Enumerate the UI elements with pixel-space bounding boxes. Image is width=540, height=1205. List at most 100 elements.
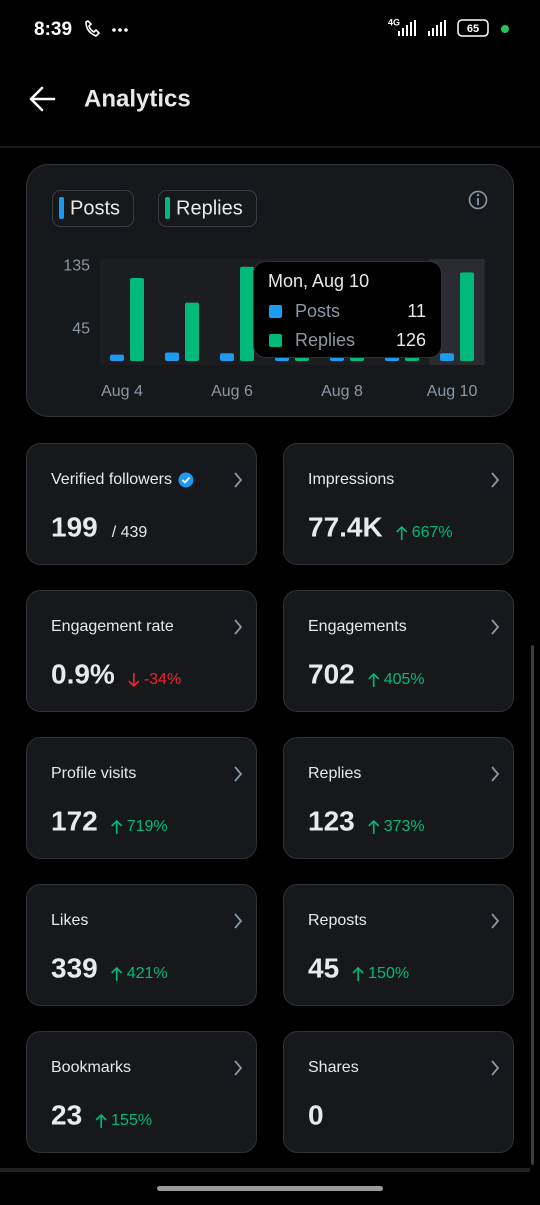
card-label: Impressions xyxy=(308,471,394,488)
more-icon xyxy=(112,28,128,32)
card-total: / 439 xyxy=(112,524,148,541)
card-value: 172 xyxy=(51,805,98,836)
card-label: Engagements xyxy=(308,618,407,635)
legend-swatch xyxy=(165,197,170,219)
tooltip-value: 126 xyxy=(396,330,426,350)
page-title: Analytics xyxy=(84,85,191,112)
chevron xyxy=(234,913,243,929)
card-value: 0.9% xyxy=(51,658,115,689)
card-value: 199 xyxy=(51,511,98,542)
card-change: 373% xyxy=(384,818,425,835)
stat-grid: Verified followers 199 / 439 Impressions 77.… xyxy=(26,443,514,1153)
tooltip-swatch xyxy=(269,334,282,347)
bottom-edge xyxy=(0,1168,530,1172)
y-tick-label: 45 xyxy=(72,321,90,338)
battery-level: 65 xyxy=(467,23,479,35)
chevron xyxy=(234,472,243,488)
signal-icons xyxy=(398,20,446,36)
stat-card[interactable] xyxy=(283,737,514,859)
card-value: 0 xyxy=(308,1099,324,1130)
trend-arrow xyxy=(368,672,380,687)
chevron xyxy=(234,1060,243,1076)
tooltip-swatch xyxy=(269,305,282,318)
legend-swatch xyxy=(59,197,64,219)
chevron xyxy=(491,472,500,488)
tooltip-label: Replies xyxy=(295,330,355,350)
card-change: 405% xyxy=(384,671,425,688)
info-icon[interactable] xyxy=(468,190,488,210)
card-label: Likes xyxy=(51,912,88,929)
x-tick-label: Aug 6 xyxy=(211,383,253,400)
x-tick-label: Aug 4 xyxy=(101,383,143,400)
card-value: 45 xyxy=(308,952,339,983)
stat-card[interactable] xyxy=(283,443,514,565)
card-change: 155% xyxy=(111,1112,152,1129)
legend-item[interactable] xyxy=(52,190,134,227)
card-label: Bookmarks xyxy=(51,1059,131,1076)
chevron xyxy=(491,619,500,635)
stat-card[interactable] xyxy=(283,590,514,712)
status-dot xyxy=(501,25,509,33)
trend-arrow xyxy=(352,966,364,981)
legend-label: Replies xyxy=(176,197,243,219)
bar xyxy=(165,352,179,361)
bar xyxy=(440,353,454,361)
chevron xyxy=(234,766,243,782)
bar xyxy=(110,354,124,361)
stat-card[interactable] xyxy=(283,1031,514,1153)
bar xyxy=(460,272,474,361)
card-value: 23 xyxy=(51,1099,82,1130)
network-type: 4G xyxy=(388,17,400,27)
card-label: Verified followers xyxy=(51,471,172,488)
card-value: 702 xyxy=(308,658,355,689)
trend-arrow xyxy=(95,1113,107,1128)
card-change: 421% xyxy=(127,965,168,982)
status-time: 8:39 xyxy=(34,19,72,40)
call-icon xyxy=(85,20,101,37)
chart: Posts Replies 45 135 Aug 4 Aug 6 Aug 8 Aug 10 Mo… xyxy=(52,190,486,400)
verified-badge xyxy=(178,472,194,488)
trend-arrow xyxy=(111,819,123,834)
card-value: 339 xyxy=(51,952,98,983)
stat-card[interactable] xyxy=(26,443,257,565)
home-indicator[interactable] xyxy=(157,1186,383,1191)
legend-item[interactable] xyxy=(158,190,257,227)
battery-icon xyxy=(457,19,489,37)
trend-arrow xyxy=(396,525,408,540)
chevron xyxy=(491,766,500,782)
legend-label: Posts xyxy=(70,197,120,219)
x-tick-label: Aug 10 xyxy=(427,383,478,400)
stat-card[interactable] xyxy=(26,884,257,1006)
x-tick-label: Aug 8 xyxy=(321,383,363,400)
card-change: -34% xyxy=(144,671,181,688)
card-change: 719% xyxy=(127,818,168,835)
chevron xyxy=(234,619,243,635)
bar xyxy=(185,302,199,361)
chevron xyxy=(491,1060,500,1076)
trend-arrow xyxy=(111,966,123,981)
stat-card[interactable] xyxy=(26,1031,257,1153)
y-tick-label: 135 xyxy=(63,257,90,274)
tooltip-value: 11 xyxy=(407,301,426,321)
card-value: 123 xyxy=(308,805,355,836)
stat-card[interactable] xyxy=(26,737,257,859)
card-label: Shares xyxy=(308,1059,359,1076)
chevron xyxy=(491,913,500,929)
scrollbar xyxy=(531,645,534,1165)
tooltip-label: Posts xyxy=(295,301,340,321)
card-label: Profile visits xyxy=(51,765,136,782)
verified-check xyxy=(181,476,191,484)
bar xyxy=(130,277,144,361)
card-label: Replies xyxy=(308,765,361,782)
card-value: 77.4K xyxy=(308,511,383,542)
tooltip-title: Mon, Aug 10 xyxy=(268,271,369,291)
trend-arrow xyxy=(368,819,380,834)
card-change: 667% xyxy=(412,524,453,541)
tooltip xyxy=(253,261,442,358)
card-label: Engagement rate xyxy=(51,618,174,635)
back-button[interactable] xyxy=(29,86,56,112)
stat-card[interactable] xyxy=(283,884,514,1006)
bar xyxy=(220,353,234,361)
stat-card[interactable] xyxy=(26,590,257,712)
